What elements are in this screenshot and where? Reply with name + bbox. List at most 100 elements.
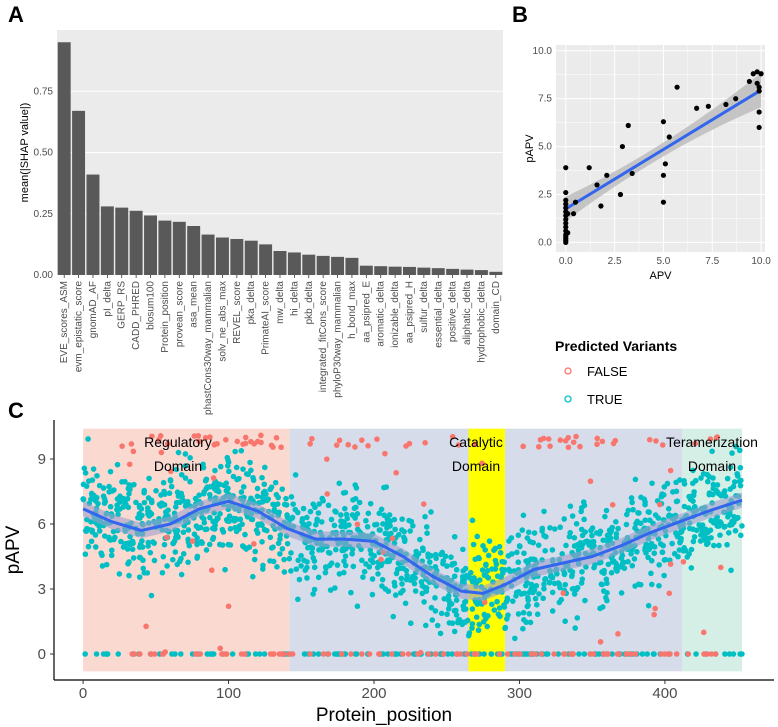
panel-a-bar bbox=[474, 270, 488, 275]
panel-c-point-true bbox=[398, 575, 405, 582]
panel-c-point-true bbox=[725, 529, 732, 536]
panel-c-point-true bbox=[260, 562, 266, 569]
panel-a-bar bbox=[259, 244, 273, 275]
panel-c-point-true bbox=[717, 532, 723, 538]
panel-c-point-true bbox=[410, 522, 416, 529]
panel-c-point-true bbox=[524, 603, 531, 610]
panel-c-point-true bbox=[542, 576, 548, 583]
panel-c-point-false bbox=[197, 651, 204, 657]
panel-c-point-true bbox=[721, 488, 728, 494]
panel-c-point-true bbox=[354, 511, 361, 517]
panel-c-point-false bbox=[273, 435, 280, 441]
panel-c-point-true bbox=[489, 601, 495, 608]
panel-c-point-true bbox=[281, 569, 288, 575]
panel-c-point-true bbox=[541, 585, 547, 592]
panel-a-bar bbox=[316, 255, 330, 275]
panel-c-point-true bbox=[284, 512, 290, 518]
panel-c-point-true bbox=[732, 527, 739, 534]
panel-c-point-true bbox=[311, 558, 318, 564]
panel-c-point-true bbox=[384, 516, 391, 522]
panel-c-point-false bbox=[692, 440, 699, 447]
panel-c-point-true bbox=[429, 617, 436, 623]
panel-a-bar bbox=[417, 267, 431, 275]
panel-c-point-true bbox=[534, 602, 540, 608]
panel-b-point bbox=[723, 101, 729, 108]
panel-c-point-true bbox=[691, 489, 697, 495]
panel-c-point-true bbox=[279, 545, 286, 552]
panel-c-point-true bbox=[272, 479, 279, 486]
panel-c-point-true bbox=[352, 482, 359, 488]
panel-c-point-true bbox=[634, 549, 640, 555]
panel-c-point-true bbox=[88, 538, 95, 545]
panel-c-point-false bbox=[551, 651, 557, 657]
panel-c-point-true bbox=[124, 496, 131, 502]
panel-c-point-true bbox=[739, 523, 745, 529]
panel-c-point-true bbox=[567, 529, 573, 536]
panel-c-point-true bbox=[310, 501, 317, 507]
panel-a-bar bbox=[230, 238, 244, 275]
panel-c-point-true bbox=[126, 559, 132, 565]
panel-c-point-true bbox=[275, 540, 282, 547]
panel-c-point-true bbox=[392, 526, 398, 533]
panel-c-point-true bbox=[130, 555, 137, 561]
panel-c-point-true bbox=[326, 562, 333, 569]
panel-c-point-true bbox=[229, 651, 236, 657]
panel-c-point-false bbox=[189, 538, 196, 544]
panel-c-point-true bbox=[277, 551, 283, 557]
panel-c-point-true bbox=[710, 475, 716, 481]
panel-c-point-true bbox=[609, 651, 615, 657]
panel-c-point-true bbox=[541, 581, 547, 587]
panel-c-point-false bbox=[599, 438, 606, 445]
panel-a-bar bbox=[215, 237, 229, 275]
panel-c-point-true bbox=[145, 495, 152, 501]
panel-c-point-true bbox=[385, 651, 391, 657]
panel-c-point-true bbox=[92, 498, 99, 504]
panel-c-point-true bbox=[633, 520, 639, 527]
panel-c-point-true bbox=[497, 613, 503, 620]
panel-c-point-true bbox=[219, 526, 226, 533]
panel-c-point-true bbox=[642, 517, 649, 523]
panel-c-point-true bbox=[401, 528, 407, 535]
panel-c-point-true bbox=[639, 651, 646, 657]
panel-c-point-true bbox=[412, 588, 419, 594]
panel-c-point-false bbox=[307, 651, 313, 657]
panel-c-point-false bbox=[333, 442, 340, 448]
panel-c-point-false bbox=[240, 441, 246, 447]
panel-c-point-false bbox=[348, 651, 354, 657]
panel-c-point-true bbox=[225, 541, 232, 548]
panel-c-point-true bbox=[114, 496, 121, 502]
panel-c-point-true bbox=[485, 575, 492, 581]
panel-c-point-true bbox=[578, 580, 585, 586]
panel-c-point-true bbox=[572, 625, 578, 631]
panel-c-point-true bbox=[268, 545, 275, 551]
panel-c-point-true bbox=[574, 615, 581, 621]
panel-c-point-false bbox=[504, 651, 511, 657]
panel-c-point-false bbox=[365, 442, 371, 449]
panel-a-bar bbox=[302, 254, 316, 275]
panel-c-point-true bbox=[614, 568, 620, 574]
panel-c-point-true bbox=[256, 651, 263, 657]
panel-c-point-true bbox=[632, 476, 639, 483]
panel-c-region-label-line1: Regulatory bbox=[144, 434, 212, 450]
panel-a-x-tick-label: Protein_position bbox=[160, 281, 171, 353]
panel-c-point-true bbox=[729, 521, 735, 528]
panel-c-point-true bbox=[196, 492, 202, 499]
panel-c-point-true bbox=[174, 489, 181, 496]
panel-c-point-true bbox=[203, 547, 210, 553]
panel-c-point-true bbox=[551, 580, 558, 587]
panel-c-point-true bbox=[410, 651, 417, 657]
panel-c-point-true bbox=[660, 542, 667, 549]
panel-c-point-true bbox=[556, 581, 562, 588]
panel-c-point-true bbox=[736, 447, 743, 454]
panel-a-bar bbox=[331, 256, 345, 275]
panel-a-x-tick-label: domain_CD bbox=[491, 281, 502, 334]
panel-c-point-true bbox=[302, 567, 309, 574]
panel-c-point-true bbox=[304, 514, 310, 521]
panel-c-point-true bbox=[400, 587, 406, 594]
panel-c-point-false bbox=[656, 501, 663, 508]
panel-c-point-true bbox=[137, 515, 143, 521]
panel-c-point-false bbox=[160, 651, 167, 657]
panel-c-point-true bbox=[114, 502, 120, 508]
panel-c-x-tick-label: 300 bbox=[507, 685, 532, 702]
